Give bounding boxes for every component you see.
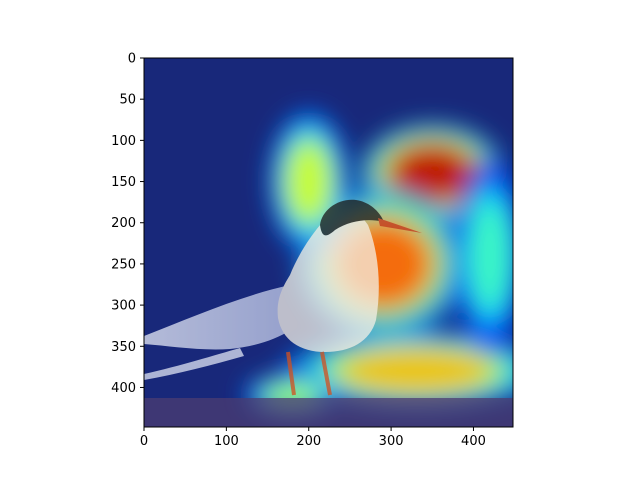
y-tick-label: 150 (111, 175, 136, 190)
heat-region-3-level-3 (286, 142, 331, 222)
x-tick-label: 200 (296, 434, 321, 449)
bird-beak (378, 218, 422, 233)
heat-region-4-level-3 (470, 201, 510, 311)
y-tick-label: 50 (119, 93, 136, 108)
y-tick-label: 250 (111, 257, 136, 272)
x-tick-label: 300 (379, 434, 404, 449)
bird-leg-left (286, 351, 296, 396)
bird-wing (144, 284, 319, 350)
y-tick-label: 400 (111, 381, 136, 396)
bird-body (277, 211, 379, 352)
bird-head-cap (320, 199, 384, 236)
y-tick-label: 200 (111, 216, 136, 231)
heat-region-0-level-3 (392, 146, 472, 201)
x-axis: 0 100 200 300 400 (140, 427, 486, 449)
y-tick-label: 0 (128, 52, 136, 67)
ground-strip (144, 398, 513, 427)
x-tick-label: 100 (214, 434, 239, 449)
y-axis: 0 50 100 150 200 250 300 350 400 (111, 52, 144, 396)
y-tick-label: 100 (111, 134, 136, 149)
y-tick-label: 350 (111, 340, 136, 355)
heat-region-2-level-3 (341, 348, 490, 394)
x-tick-label: 0 (140, 434, 148, 449)
plot-area (144, 58, 513, 427)
x-tick-label: 400 (461, 434, 486, 449)
y-tick-label: 300 (111, 299, 136, 314)
plot-frame (143, 57, 514, 428)
bird-illustration (144, 199, 513, 427)
bird-tail (144, 348, 244, 380)
bird-leg-right (320, 351, 332, 396)
